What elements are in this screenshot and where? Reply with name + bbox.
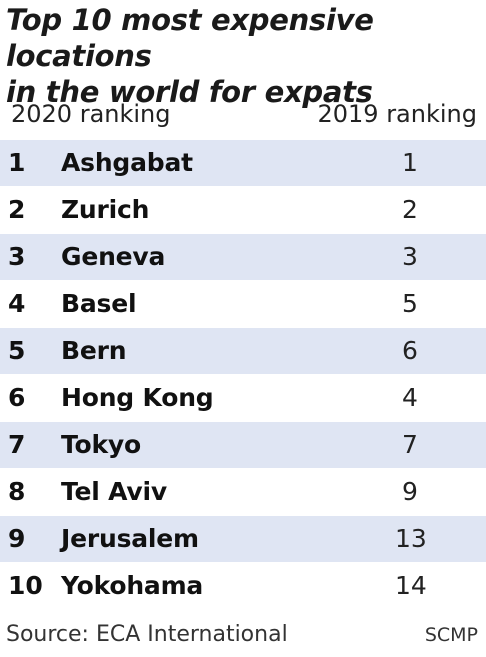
city-cell: Basel bbox=[61, 289, 137, 318]
city-cell: Ashgabat bbox=[61, 148, 193, 177]
header-2020-ranking: 2020 ranking bbox=[11, 100, 171, 128]
city-cell: Jerusalem bbox=[61, 524, 199, 553]
rank-2019-cell: 2 bbox=[402, 195, 418, 224]
rank-2020-cell: 6 bbox=[8, 383, 26, 412]
table-row: 2 Zurich 2 bbox=[0, 187, 486, 233]
table-row: 5 Bern 6 bbox=[0, 328, 486, 374]
rank-2019-cell: 14 bbox=[395, 571, 427, 600]
rank-2020-cell: 7 bbox=[8, 430, 26, 459]
chart-title: Top 10 most expensive locations in the w… bbox=[6, 2, 482, 110]
footer: Source: ECA International SCMP bbox=[0, 620, 486, 654]
table-row: 7 Tokyo 7 bbox=[0, 422, 486, 468]
table-row: 8 Tel Aviv 9 bbox=[0, 469, 486, 515]
rank-2019-cell: 7 bbox=[402, 430, 418, 459]
rank-2019-cell: 13 bbox=[395, 524, 427, 553]
source-note: Source: ECA International bbox=[6, 622, 288, 647]
table-row: 6 Hong Kong 4 bbox=[0, 375, 486, 421]
rank-2020-cell: 8 bbox=[8, 477, 26, 506]
table-header: 2020 ranking 2019 ranking bbox=[0, 98, 486, 134]
rank-2019-cell: 5 bbox=[402, 289, 418, 318]
city-cell: Zurich bbox=[61, 195, 150, 224]
ranking-table: 1 Ashgabat 1 2 Zurich 2 3 Geneva 3 4 Basel 5 5 Bern 6 6… bbox=[0, 140, 486, 610]
rank-2020-cell: 9 bbox=[8, 524, 26, 553]
table-row: 9 Jerusalem 13 bbox=[0, 516, 486, 562]
rank-2019-cell: 9 bbox=[402, 477, 418, 506]
publisher-credit: SCMP bbox=[424, 624, 478, 646]
rank-2020-cell: 3 bbox=[8, 242, 26, 271]
city-cell: Yokohama bbox=[61, 571, 204, 600]
rank-2019-cell: 6 bbox=[402, 336, 418, 365]
rank-2020-cell: 2 bbox=[8, 195, 26, 224]
rank-2020-cell: 4 bbox=[8, 289, 26, 318]
rank-2019-cell: 4 bbox=[402, 383, 418, 412]
rank-2020-cell: 5 bbox=[8, 336, 26, 365]
rank-2019-cell: 3 bbox=[402, 242, 418, 271]
table-row: 1 Ashgabat 1 bbox=[0, 140, 486, 186]
title-line-2: in the world for expats bbox=[6, 75, 373, 109]
city-cell: Bern bbox=[61, 336, 127, 365]
city-cell: Tokyo bbox=[61, 430, 142, 459]
rank-2020-cell: 1 bbox=[8, 148, 26, 177]
rank-2020-cell: 10 bbox=[8, 571, 43, 600]
city-cell: Hong Kong bbox=[61, 383, 214, 412]
table-row: 4 Basel 5 bbox=[0, 281, 486, 327]
table-row: 3 Geneva 3 bbox=[0, 234, 486, 280]
title-line-1: Top 10 most expensive locations bbox=[6, 3, 374, 73]
city-cell: Geneva bbox=[61, 242, 166, 271]
header-2019-ranking: 2019 ranking bbox=[317, 100, 477, 128]
table-row: 10 Yokohama 14 bbox=[0, 563, 486, 609]
rank-2019-cell: 1 bbox=[402, 148, 418, 177]
city-cell: Tel Aviv bbox=[61, 477, 167, 506]
